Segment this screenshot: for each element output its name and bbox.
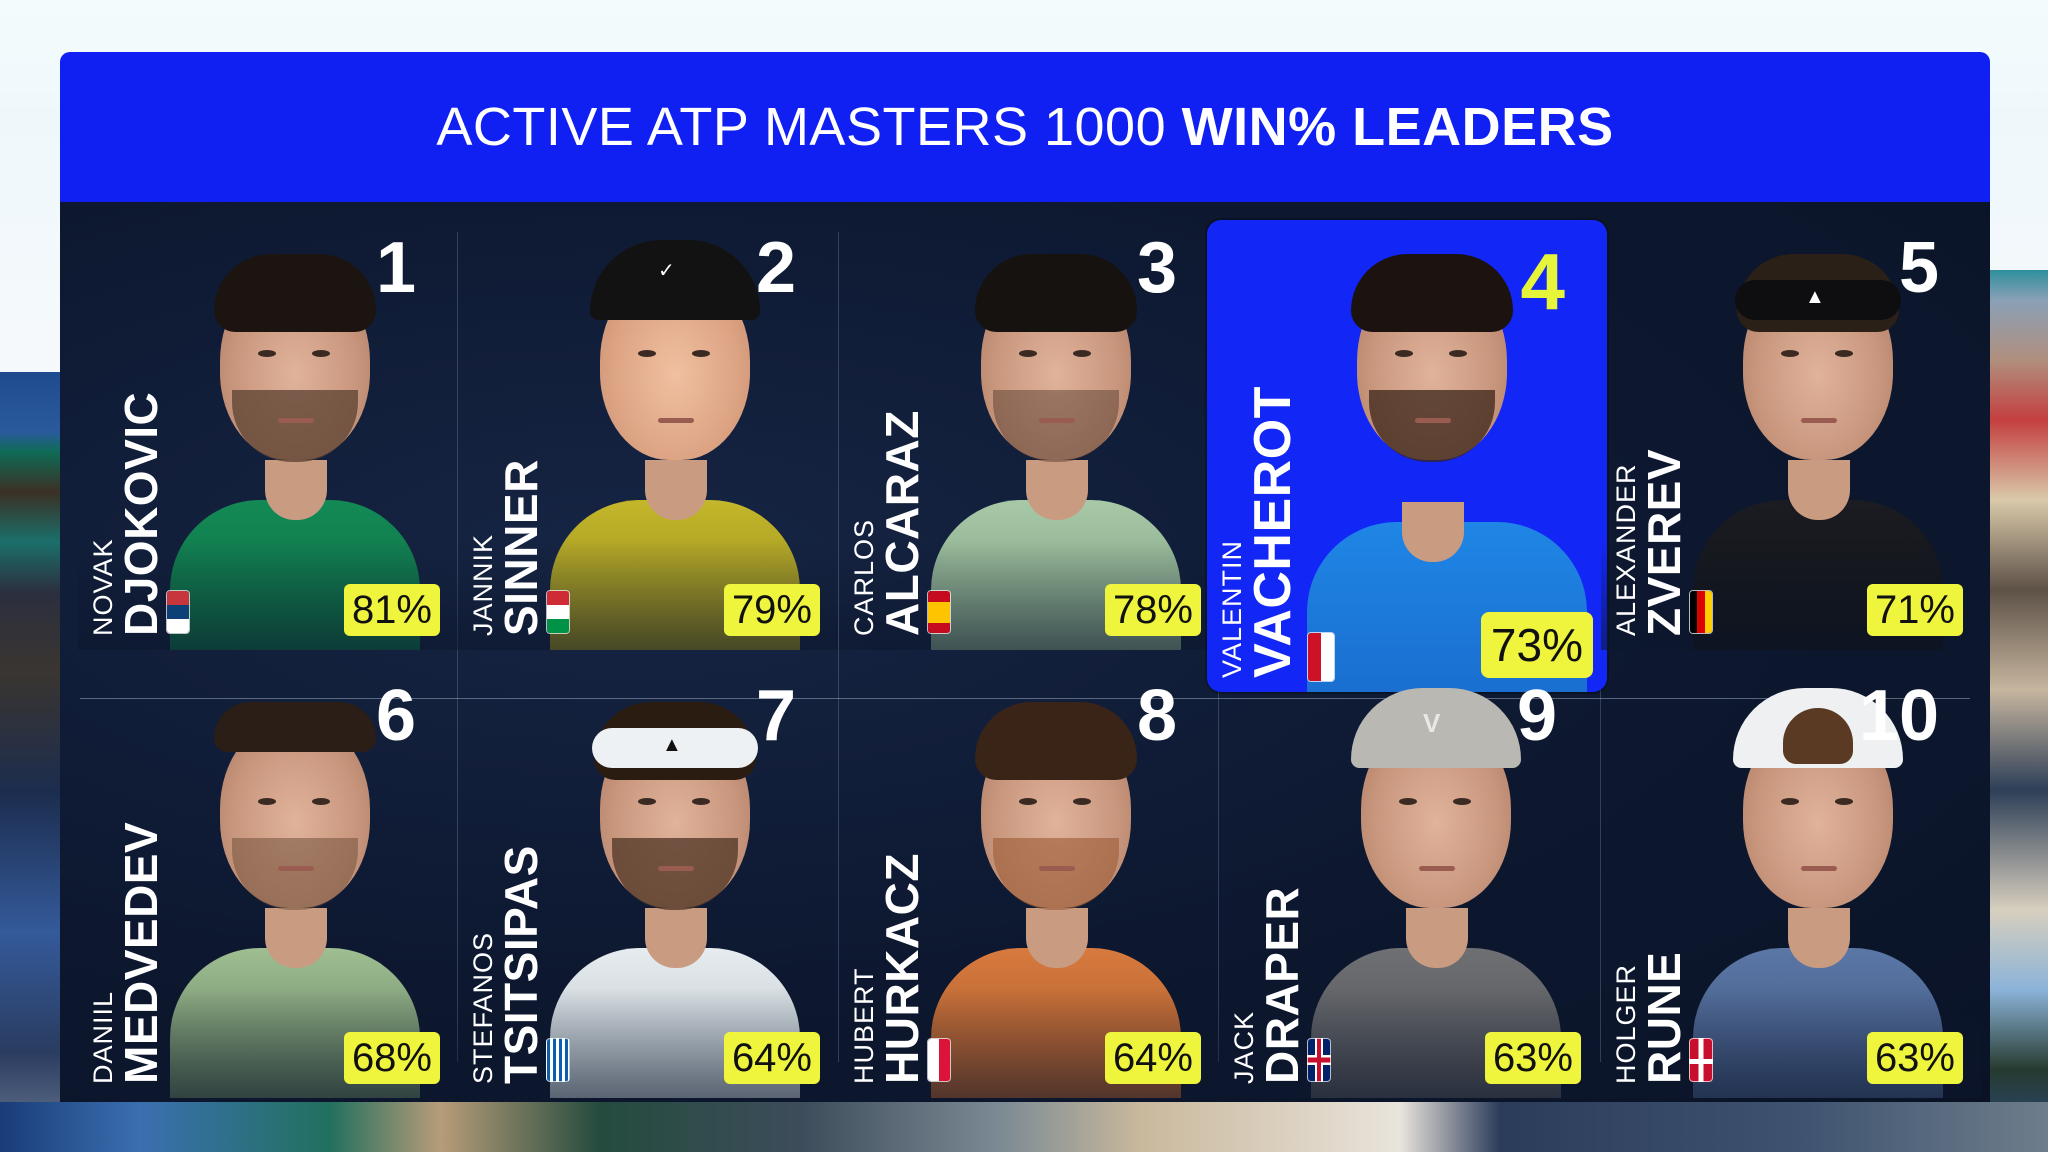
stadium-background-right	[1990, 270, 2048, 1152]
player-card-3: 3 CARLOS ALCARAZ 78%	[839, 210, 1219, 650]
rank-number: 7	[755, 676, 796, 756]
player-name: DANIIL MEDVEDEV	[88, 821, 167, 1084]
first-name: HOLGER	[1611, 963, 1641, 1084]
win-percentage-badge: 64%	[1104, 1032, 1201, 1084]
rank-number: 9	[1516, 676, 1557, 756]
stadium-background-left	[0, 372, 64, 1152]
last-name: TSITSIPAS	[495, 845, 547, 1084]
player-card-1: 1 NOVAK DJOKOVIC 81%	[78, 210, 458, 650]
last-name: ZVEREV	[1638, 448, 1690, 636]
first-name: CARLOS	[849, 518, 879, 636]
rank-number: 3	[1136, 228, 1177, 308]
first-name: VALENTIN	[1217, 539, 1247, 678]
player-card-8: 8 HUBERT HURKACZ 64%	[839, 658, 1219, 1098]
first-name: JACK	[1229, 1010, 1259, 1084]
greece-flag-icon	[546, 1038, 570, 1082]
last-name: RUNE	[1638, 951, 1690, 1084]
rank-number: 8	[1136, 676, 1177, 756]
player-name: NOVAK DJOKOVIC	[88, 391, 167, 636]
player-card-7: ▲ 7 STEFANOS TSITSIPAS 64%	[458, 658, 838, 1098]
uk-flag-icon	[1307, 1038, 1331, 1082]
poland-flag-icon	[927, 1038, 951, 1082]
nike-logo-icon: ✓	[658, 260, 675, 282]
win-percentage-badge: 73%	[1480, 612, 1593, 678]
first-name: DANIIL	[88, 990, 118, 1084]
player-name: JACK DRAPER	[1229, 886, 1308, 1084]
player-card-10: 10 HOLGER RUNE 63%	[1601, 658, 1981, 1098]
player-card-9: V 9 JACK DRAPER 63%	[1219, 658, 1599, 1098]
rank-number: 4	[1520, 237, 1566, 326]
player-name: JANNIK SINNER	[468, 459, 547, 636]
header-banner: ACTIVE ATP MASTERS 1000 WIN% LEADERS	[60, 52, 1990, 202]
win-percentage-badge: 68%	[343, 1032, 440, 1084]
last-name: VACHEROT	[1244, 386, 1302, 678]
first-name: HUBERT	[849, 967, 879, 1084]
stadium-background-bottom	[0, 1102, 2048, 1152]
win-percentage-badge: 79%	[723, 584, 820, 636]
adidas-logo-icon: ▲	[662, 734, 682, 756]
player-name: HUBERT HURKACZ	[849, 853, 928, 1084]
last-name: DJOKOVIC	[115, 391, 167, 636]
italy-flag-icon	[546, 590, 570, 634]
germany-flag-icon	[1689, 590, 1713, 634]
win-percentage-badge: 81%	[343, 584, 440, 636]
last-name: HURKACZ	[876, 853, 928, 1084]
cap-logo-icon: V	[1423, 708, 1441, 738]
page-title: ACTIVE ATP MASTERS 1000 WIN% LEADERS	[436, 96, 1613, 158]
monaco-flag-icon	[1307, 632, 1335, 682]
first-name: STEFANOS	[468, 931, 498, 1084]
first-name: JANNIK	[468, 533, 498, 636]
row-divider	[80, 698, 1970, 699]
rank-number: 1	[375, 228, 416, 308]
rank-number: 2	[755, 228, 796, 308]
player-card-5: ▲ 5 ALEXANDER ZVEREV 71%	[1601, 210, 1981, 650]
rank-number: 6	[375, 676, 416, 756]
player-name: VALENTIN VACHEROT	[1217, 386, 1302, 678]
serbia-flag-icon	[166, 590, 190, 634]
player-grid: 1 NOVAK DJOKOVIC 81% ✓ 2	[60, 202, 1990, 1102]
adidas-logo-icon: ▲	[1805, 286, 1825, 308]
player-card-6: 6 DANIIL MEDVEDEV 68%	[78, 658, 458, 1098]
leaderboard-panel: ACTIVE ATP MASTERS 1000 WIN% LEADERS 1 N	[60, 52, 1990, 1102]
player-name: CARLOS ALCARAZ	[849, 410, 928, 636]
player-portrait	[931, 688, 1181, 1098]
win-percentage-badge: 71%	[1866, 584, 1963, 636]
title-regular: ACTIVE ATP MASTERS 1000	[436, 97, 1182, 157]
last-name: DRAPER	[1256, 886, 1308, 1084]
win-percentage-badge: 63%	[1866, 1032, 1963, 1084]
first-name: NOVAK	[88, 538, 118, 636]
player-card-2: ✓ 2 JANNIK SINNER 79%	[458, 210, 838, 650]
win-percentage-badge: 63%	[1484, 1032, 1581, 1084]
rank-number: 5	[1898, 228, 1939, 308]
last-name: SINNER	[495, 459, 547, 636]
player-name: STEFANOS TSITSIPAS	[468, 845, 547, 1084]
first-name: ALEXANDER	[1611, 463, 1641, 636]
rank-number: 10	[1858, 676, 1939, 756]
player-portrait	[1307, 240, 1587, 692]
player-name: HOLGER RUNE	[1611, 951, 1690, 1084]
spain-flag-icon	[927, 590, 951, 634]
last-name: ALCARAZ	[876, 410, 928, 636]
player-card-4-featured: 4 VALENTIN VACHEROT 73%	[1207, 220, 1607, 692]
player-name: ALEXANDER ZVEREV	[1611, 448, 1690, 636]
win-percentage-badge: 64%	[723, 1032, 820, 1084]
column-divider	[838, 232, 839, 1062]
title-bold: WIN% LEADERS	[1181, 97, 1614, 157]
last-name: MEDVEDEV	[115, 821, 167, 1084]
denmark-flag-icon	[1689, 1038, 1713, 1082]
win-percentage-badge: 78%	[1104, 584, 1201, 636]
